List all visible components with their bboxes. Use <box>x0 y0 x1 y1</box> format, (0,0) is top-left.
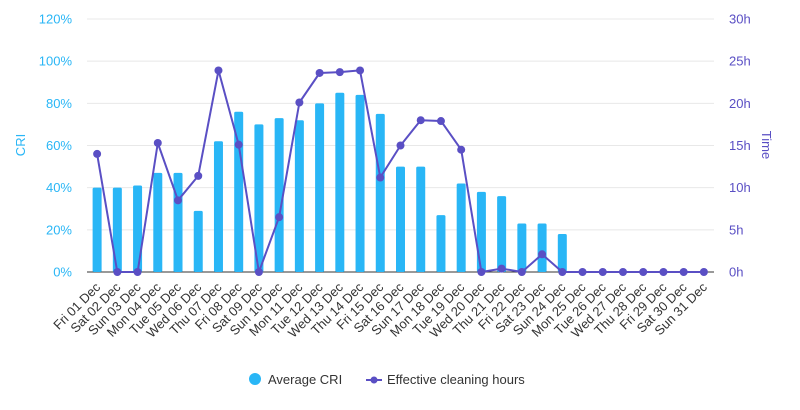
line-point[interactable] <box>234 140 243 149</box>
line-point[interactable] <box>295 98 304 107</box>
right-tick-label: 15h <box>729 138 751 153</box>
line-point[interactable] <box>194 171 203 180</box>
line-point[interactable] <box>356 66 365 75</box>
legend-bar-label: Average CRI <box>268 372 342 387</box>
left-tick-label: 40% <box>46 180 72 195</box>
bar[interactable] <box>537 223 547 272</box>
line-point[interactable] <box>538 250 547 259</box>
line-point[interactable] <box>214 66 223 75</box>
right-tick-label: 5h <box>729 222 743 237</box>
legend[interactable]: Average CRI Effective cleaning hours <box>249 372 525 387</box>
line-point[interactable] <box>113 268 122 276</box>
line-point[interactable] <box>517 268 526 276</box>
line-point[interactable] <box>578 268 587 276</box>
bar[interactable] <box>476 191 486 272</box>
bar[interactable] <box>436 215 446 272</box>
line-point[interactable] <box>335 68 344 77</box>
bar[interactable] <box>416 166 426 272</box>
bar[interactable] <box>133 185 143 272</box>
line-point[interactable] <box>153 138 162 147</box>
left-axis: 0% 20% 40% 60% 80% 100% 120% <box>39 12 73 280</box>
legend-item-bars[interactable]: Average CRI <box>249 372 342 387</box>
right-tick-label: 25h <box>729 54 751 69</box>
right-tick-label: 20h <box>729 96 751 111</box>
bar-series <box>92 92 567 273</box>
bar[interactable] <box>112 187 122 272</box>
left-tick-label: 120% <box>39 12 73 27</box>
left-tick-label: 20% <box>46 222 72 237</box>
line-point[interactable] <box>436 117 445 126</box>
bar[interactable] <box>375 113 385 272</box>
line-point[interactable] <box>93 149 102 158</box>
line-point[interactable] <box>679 268 688 276</box>
line-point[interactable] <box>133 268 142 276</box>
left-axis-title: CRI <box>13 134 28 156</box>
legend-line-label: Effective cleaning hours <box>387 372 525 387</box>
line-point[interactable] <box>396 141 405 150</box>
line-point[interactable] <box>174 196 183 205</box>
bar[interactable] <box>557 234 567 272</box>
bar[interactable] <box>274 118 284 272</box>
right-tick-label: 0h <box>729 265 743 280</box>
bar[interactable] <box>396 166 405 272</box>
left-tick-label: 60% <box>46 138 72 153</box>
right-axis-title: Time <box>759 131 774 159</box>
line-point[interactable] <box>416 116 425 125</box>
bar[interactable] <box>234 111 244 273</box>
right-tick-label: 30h <box>729 12 751 27</box>
bar[interactable] <box>517 223 527 272</box>
legend-bar-swatch <box>249 373 261 385</box>
line-point[interactable] <box>254 268 263 276</box>
line-point[interactable] <box>598 268 607 276</box>
line-point[interactable] <box>618 268 627 276</box>
line-point[interactable] <box>376 173 385 182</box>
legend-line-marker <box>370 376 378 384</box>
legend-item-line[interactable]: Effective cleaning hours <box>366 372 525 387</box>
bar[interactable] <box>173 172 183 272</box>
bar[interactable] <box>456 183 466 272</box>
line-point[interactable] <box>558 268 567 276</box>
line-point[interactable] <box>497 264 506 273</box>
line-point[interactable] <box>477 268 486 276</box>
line-point[interactable] <box>699 268 708 276</box>
bar[interactable] <box>497 196 507 272</box>
right-axis: 0h 5h 10h 15h 20h 25h 30h <box>729 12 751 280</box>
bar[interactable] <box>335 92 345 273</box>
bar[interactable] <box>315 103 325 272</box>
left-tick-label: 0% <box>53 265 72 280</box>
bar[interactable] <box>92 187 102 272</box>
line-point[interactable] <box>275 213 284 222</box>
bar[interactable] <box>254 124 264 273</box>
line-series <box>93 66 708 276</box>
bar[interactable] <box>153 172 163 272</box>
right-tick-label: 10h <box>729 180 751 195</box>
line-point[interactable] <box>457 145 466 154</box>
bar[interactable] <box>193 210 203 272</box>
line-point[interactable] <box>315 68 324 77</box>
bar[interactable] <box>294 120 304 272</box>
bar[interactable] <box>213 141 223 272</box>
left-tick-label: 100% <box>39 54 73 69</box>
line-point[interactable] <box>659 268 668 276</box>
left-tick-label: 80% <box>46 96 72 111</box>
bar[interactable] <box>355 94 365 273</box>
line-point[interactable] <box>639 268 648 276</box>
